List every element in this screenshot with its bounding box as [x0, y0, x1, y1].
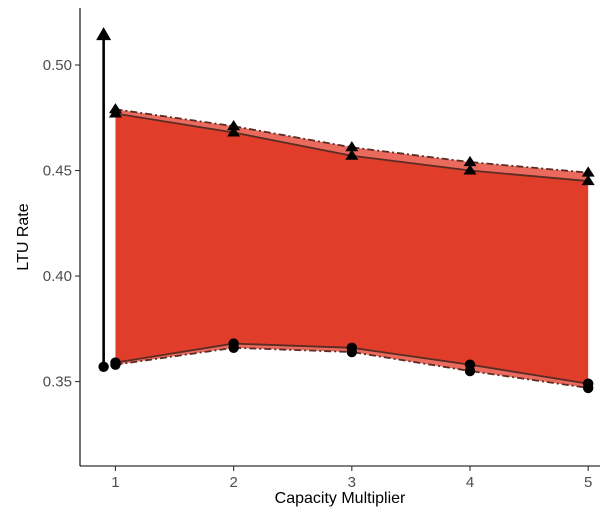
circle-marker-lower-outer-5	[582, 382, 594, 394]
triangle-marker-upper-outer-3	[345, 141, 359, 152]
y-axis-title: LTU Rate	[15, 203, 32, 270]
series-line-lower-outer	[115, 346, 589, 389]
triangle-marker-upper-outer-4	[463, 155, 477, 167]
x-tick-label-4: 4	[466, 474, 474, 491]
y-tick-label-0.5: 0.50	[43, 57, 72, 74]
x-tick-label-5: 5	[584, 474, 592, 491]
triangle-marker-upper-inner-1	[108, 107, 122, 118]
inner-band	[115, 113, 589, 384]
circle-marker-lower-outer-4	[464, 365, 476, 377]
y-tick-label-0.4: 0.40	[43, 268, 72, 285]
triangle-marker-upper-inner-4	[463, 164, 477, 175]
axes-layer	[79, 8, 600, 467]
circle-marker-lower-outer-2	[228, 342, 239, 354]
annotations-layer	[96, 27, 112, 373]
triangle-marker-upper-inner-5	[581, 174, 595, 186]
y-tick-label-0.35: 0.35	[43, 374, 72, 391]
x-axis-title: Capacity Multiplier	[275, 490, 406, 507]
x-tick-label-3: 3	[348, 474, 356, 491]
y-tick-label-0.45: 0.45	[43, 163, 72, 180]
ticks-layer: 1 2 3 4 5 0.35 0.40 0.45 0.50	[43, 57, 593, 491]
triangle-marker-upper-inner-3	[345, 149, 359, 160]
arrow-origin-marker	[98, 361, 109, 373]
circle-marker-lower-outer-3	[346, 346, 358, 358]
markers-layer	[108, 103, 595, 394]
circle-marker-lower-outer-1	[110, 359, 121, 370]
arrow-head	[96, 27, 112, 41]
triangle-marker-upper-outer-2	[227, 119, 241, 131]
series-line-upper-outer	[115, 108, 589, 174]
triangle-marker-upper-outer-5	[581, 166, 595, 177]
triangle-marker-upper-inner-2	[227, 126, 241, 137]
x-tick-label-2: 2	[229, 474, 237, 491]
x-tick-label-1: 1	[111, 474, 119, 491]
